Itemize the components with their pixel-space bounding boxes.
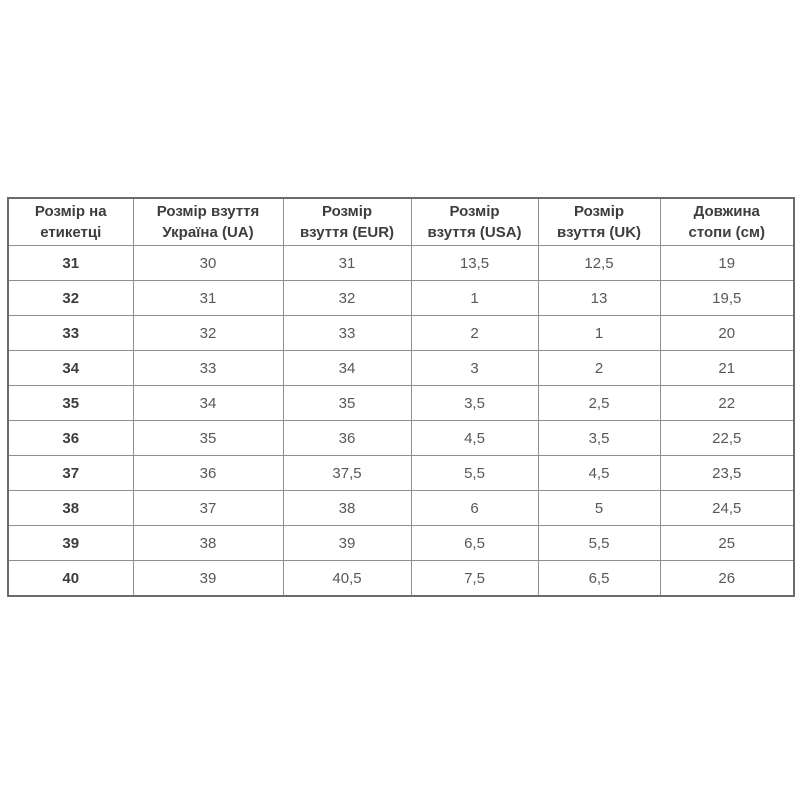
shoe-size-conversion-table: Розмір на етикетці Розмір взуття Україна … xyxy=(7,197,795,597)
table-cell: 40,5 xyxy=(282,560,412,597)
table-cell: 23,5 xyxy=(659,455,795,491)
table-cell: 6,5 xyxy=(410,525,539,561)
table-cell: 5,5 xyxy=(537,525,661,561)
table-cell: 6,5 xyxy=(537,560,661,597)
table-row: 40 39 40,5 7,5 6,5 26 xyxy=(7,560,795,597)
table-cell: 32 xyxy=(282,280,412,316)
column-header: Розмір взуття (UK) xyxy=(537,197,661,246)
table-cell: 34 xyxy=(132,385,284,421)
table-cell: 21 xyxy=(659,350,795,386)
column-header: Довжина стопи (см) xyxy=(659,197,795,246)
row-label-cell: 35 xyxy=(7,385,134,421)
table-cell: 24,5 xyxy=(659,490,795,526)
row-label-cell: 39 xyxy=(7,525,134,561)
table-cell: 5,5 xyxy=(410,455,539,491)
row-label-cell: 33 xyxy=(7,315,134,351)
table-cell: 1 xyxy=(537,315,661,351)
table-cell: 2,5 xyxy=(537,385,661,421)
row-label-cell: 37 xyxy=(7,455,134,491)
table-cell: 3 xyxy=(410,350,539,386)
row-label-cell: 32 xyxy=(7,280,134,316)
table-cell: 36 xyxy=(132,455,284,491)
table-cell: 31 xyxy=(282,245,412,281)
row-label-cell: 36 xyxy=(7,420,134,456)
column-header: Розмір взуття (EUR) xyxy=(282,197,412,246)
table-cell: 37 xyxy=(132,490,284,526)
table-cell: 7,5 xyxy=(410,560,539,597)
table-cell: 19,5 xyxy=(659,280,795,316)
table-header-row: Розмір на етикетці Розмір взуття Україна … xyxy=(7,197,795,246)
table-row: 35 34 35 3,5 2,5 22 xyxy=(7,385,795,421)
table-cell: 22 xyxy=(659,385,795,421)
table-cell: 33 xyxy=(132,350,284,386)
table-cell: 35 xyxy=(282,385,412,421)
row-label-cell: 38 xyxy=(7,490,134,526)
table-cell: 4,5 xyxy=(410,420,539,456)
table-cell: 2 xyxy=(537,350,661,386)
table-row: 31 30 31 13,5 12,5 19 xyxy=(7,245,795,281)
table-row: 37 36 37,5 5,5 4,5 23,5 xyxy=(7,455,795,491)
table-cell: 38 xyxy=(282,490,412,526)
table-cell: 20 xyxy=(659,315,795,351)
table-cell: 35 xyxy=(132,420,284,456)
table-cell: 1 xyxy=(410,280,539,316)
table-row: 33 32 33 2 1 20 xyxy=(7,315,795,351)
table-cell: 38 xyxy=(132,525,284,561)
table-row: 32 31 32 1 13 19,5 xyxy=(7,280,795,316)
table-cell: 5 xyxy=(537,490,661,526)
table-row: 38 37 38 6 5 24,5 xyxy=(7,490,795,526)
table-cell: 6 xyxy=(410,490,539,526)
row-label-cell: 31 xyxy=(7,245,134,281)
table-cell: 26 xyxy=(659,560,795,597)
table-cell: 22,5 xyxy=(659,420,795,456)
table-cell: 3,5 xyxy=(537,420,661,456)
table-cell: 37,5 xyxy=(282,455,412,491)
column-header: Розмір на етикетці xyxy=(7,197,134,246)
table-cell: 33 xyxy=(282,315,412,351)
table-cell: 34 xyxy=(282,350,412,386)
table-cell: 13 xyxy=(537,280,661,316)
table-cell: 39 xyxy=(282,525,412,561)
table-cell: 3,5 xyxy=(410,385,539,421)
row-label-cell: 34 xyxy=(7,350,134,386)
table-cell: 36 xyxy=(282,420,412,456)
table-cell: 13,5 xyxy=(410,245,539,281)
table-cell: 2 xyxy=(410,315,539,351)
table-row: 34 33 34 3 2 21 xyxy=(7,350,795,386)
table-cell: 31 xyxy=(132,280,284,316)
table-row: 39 38 39 6,5 5,5 25 xyxy=(7,525,795,561)
table-cell: 12,5 xyxy=(537,245,661,281)
table-cell: 30 xyxy=(132,245,284,281)
table-cell: 4,5 xyxy=(537,455,661,491)
table-row: 36 35 36 4,5 3,5 22,5 xyxy=(7,420,795,456)
table-cell: 19 xyxy=(659,245,795,281)
row-label-cell: 40 xyxy=(7,560,134,597)
column-header: Розмір взуття (USA) xyxy=(410,197,539,246)
table-cell: 32 xyxy=(132,315,284,351)
table-cell: 25 xyxy=(659,525,795,561)
table-cell: 39 xyxy=(132,560,284,597)
column-header: Розмір взуття Україна (UA) xyxy=(132,197,284,246)
table-body: 31 30 31 13,5 12,5 19 32 31 32 1 13 19,5 33 32 33 2 1 20 3… xyxy=(7,245,795,597)
